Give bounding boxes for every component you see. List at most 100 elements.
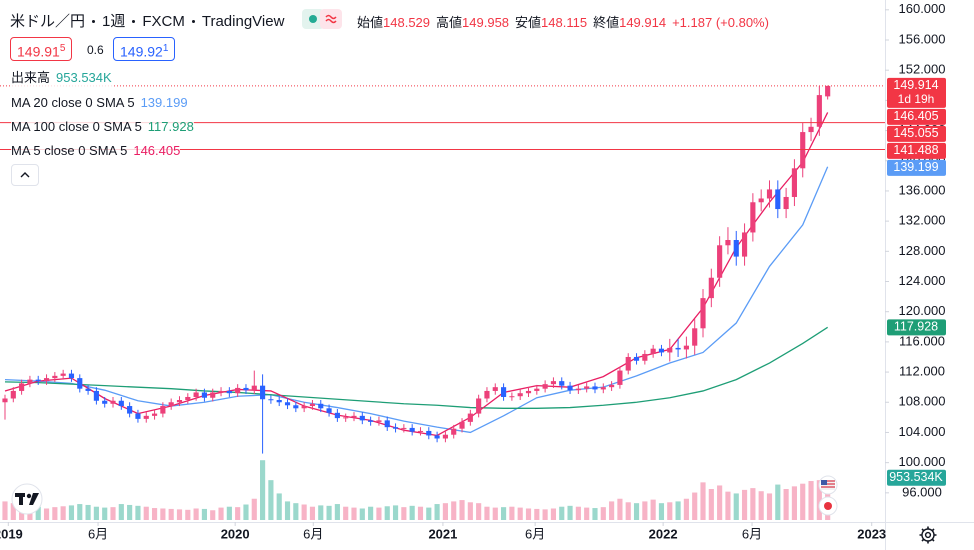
- ma-legend: MA 100 close 0 SMA 5 117.928: [11, 118, 194, 136]
- candle-body: [700, 298, 706, 329]
- volume-bar: [160, 508, 166, 520]
- volume-bar: [584, 507, 590, 520]
- candle-body: [783, 196, 789, 210]
- volume-bar: [451, 501, 457, 520]
- collapse-button[interactable]: [11, 164, 39, 186]
- volume-bar: [484, 506, 490, 520]
- volume-bar: [609, 501, 615, 520]
- candle-body: [301, 406, 307, 409]
- volume-bar: [401, 507, 407, 520]
- volume-bar: [127, 504, 133, 520]
- volume-bar: [733, 493, 739, 520]
- volume-bar: [816, 480, 822, 520]
- volume-bar: [725, 491, 731, 520]
- candle-body: [93, 390, 99, 401]
- candle-body: [675, 347, 681, 350]
- candle-body: [766, 189, 773, 199]
- volume-tag-label: 953.534K: [889, 470, 943, 484]
- candle-body: [633, 356, 640, 361]
- candle-body: [210, 392, 216, 398]
- buy-pip: 1: [162, 43, 169, 54]
- candle-body: [426, 430, 432, 436]
- candle-body: [193, 392, 199, 397]
- candle-body: [176, 400, 183, 403]
- price-tag-countdown: 1d 19h: [898, 92, 935, 106]
- plot-area: [0, 85, 885, 520]
- candle-body: [27, 379, 33, 384]
- volume-bar: [176, 509, 183, 520]
- delay-icon: [325, 14, 337, 24]
- candle-body: [235, 387, 241, 394]
- candle-body: [600, 387, 606, 390]
- candle-body: [575, 388, 581, 391]
- candle-body: [68, 373, 75, 379]
- legend-label: 出来高: [11, 70, 51, 85]
- volume-bar: [143, 506, 149, 520]
- candle-body: [19, 383, 25, 391]
- candle-body: [658, 348, 665, 353]
- candle-body: [359, 415, 365, 421]
- candle-body: [725, 240, 731, 246]
- volume-bar: [650, 499, 656, 520]
- volume-bar: [343, 506, 349, 520]
- candle-body: [509, 396, 515, 398]
- ohlc-label: 終値: [593, 15, 620, 30]
- time-axis-bg: [0, 522, 885, 550]
- settings-icon[interactable]: [919, 526, 937, 544]
- volume-bar: [268, 480, 274, 520]
- volume-bar: [52, 507, 58, 520]
- volume-bar: [633, 503, 640, 520]
- volume-bar: [442, 503, 448, 520]
- volume-bar: [368, 506, 374, 520]
- volume-bar: [600, 507, 606, 520]
- ohlc-legend: 始値148.529 高値149.958 安値148.115 終値149.914 +1.1…: [357, 12, 769, 31]
- candle-body: [309, 403, 316, 407]
- candle-body: [43, 378, 50, 382]
- y-tick-label: 116.000: [899, 333, 945, 348]
- volume-bar: [567, 505, 573, 520]
- candle-body: [135, 413, 141, 419]
- candle-body: [567, 385, 573, 391]
- y-tick-label: 96.000: [902, 484, 942, 499]
- candle-body: [218, 390, 224, 393]
- y-tick-label: 104.000: [899, 424, 946, 439]
- volume-bar: [301, 504, 307, 520]
- volume-bar: [185, 509, 191, 520]
- volume-bar: [800, 483, 806, 520]
- candle-body: [2, 398, 8, 403]
- volume-bar: [417, 506, 424, 520]
- volume-bar: [284, 501, 291, 520]
- candle-body: [102, 400, 108, 404]
- buy-button[interactable]: 149.921: [113, 37, 176, 61]
- y-tick-label: 136.000: [899, 182, 946, 197]
- axes: 96.000 100.000 104.000 108.000 112.000 116.00…: [0, 1, 946, 541]
- volume-bar: [201, 508, 207, 520]
- volume-bar: [791, 486, 797, 520]
- candle-body: [110, 400, 116, 404]
- event-icon-dot: [824, 502, 832, 510]
- volume-bar: [392, 505, 399, 520]
- volume-bar: [151, 508, 158, 520]
- delay-badge[interactable]: [320, 9, 342, 29]
- y-tick-label: 108.000: [899, 394, 946, 409]
- candle-body: [243, 387, 249, 391]
- candle-body: [118, 400, 124, 407]
- candle-body: [334, 412, 340, 419]
- candle-body: [143, 415, 149, 419]
- ohlc-value: 148.529: [383, 15, 431, 30]
- symbol-title: 米ドル／円 1週 FXCM TradingView: [10, 10, 284, 31]
- volume-bar: [667, 502, 673, 520]
- tv-logo: [11, 483, 43, 515]
- candle-body: [60, 373, 66, 376]
- y-tick-label: 132.000: [899, 213, 946, 228]
- legend-label: MA 5 close 0 SMA 5: [11, 143, 128, 158]
- market-status-badge[interactable]: [302, 9, 324, 29]
- sell-button[interactable]: 149.915: [10, 37, 73, 61]
- volume-tag: [887, 469, 946, 486]
- candle-body: [467, 413, 473, 422]
- volume-legend: 出来高 953.534K: [11, 69, 112, 87]
- volume-bar: [102, 507, 108, 520]
- x-tick-label: 2019: [0, 526, 23, 541]
- ma-line: [4, 326, 829, 409]
- candle-body: [409, 427, 415, 432]
